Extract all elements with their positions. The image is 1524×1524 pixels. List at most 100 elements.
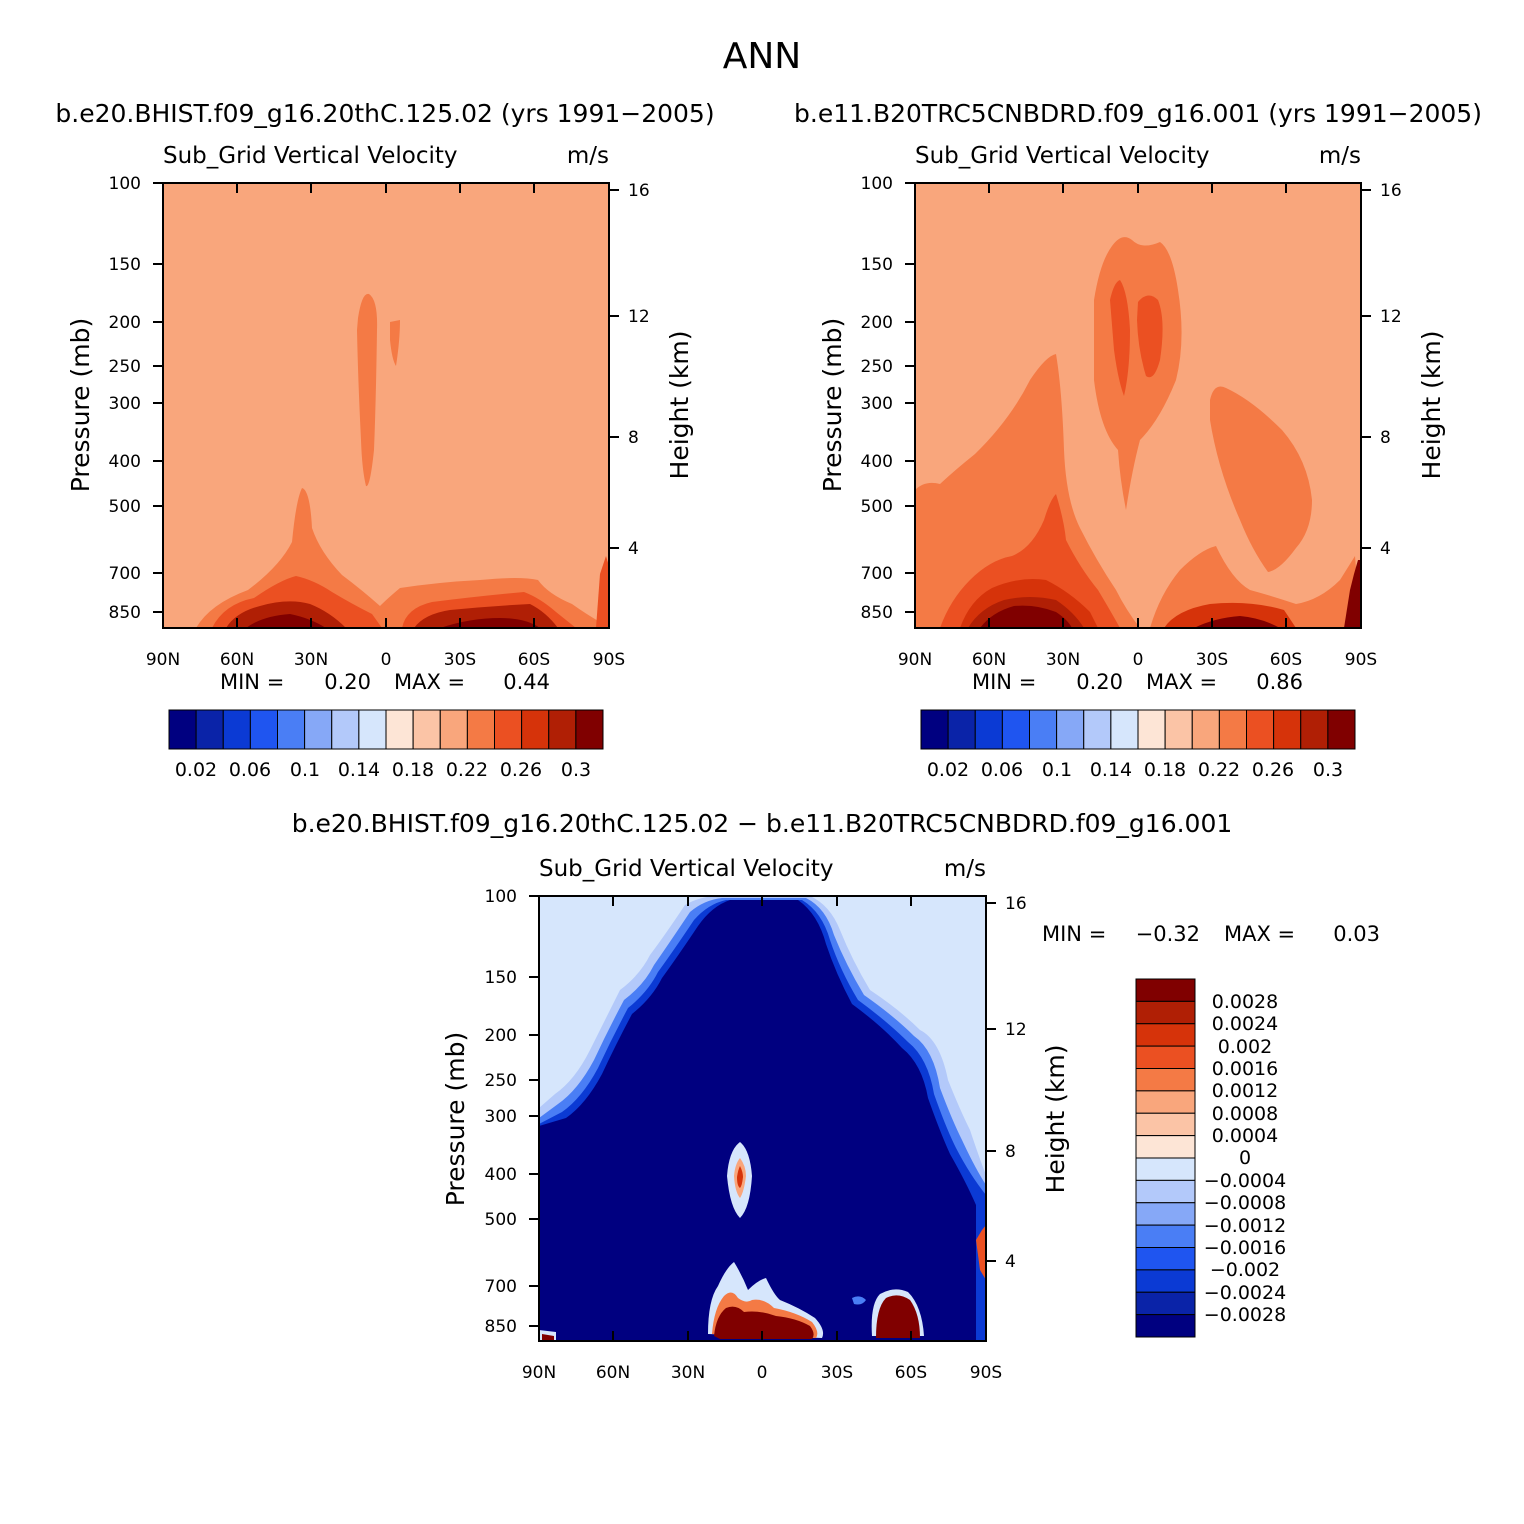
colorbar-label: 0.22	[446, 759, 488, 781]
max-label: MAX =	[394, 670, 465, 694]
y-tick-label: 100	[485, 887, 517, 907]
contour-lowlevel-max	[714, 1306, 814, 1339]
contour-small-feature	[852, 1296, 866, 1305]
contour-tropical-core-2	[1137, 295, 1163, 378]
contour-field	[163, 183, 609, 628]
max-label: MAX =	[1146, 670, 1217, 694]
panel-3: b.e20.BHIST.f09_g16.20thC.125.02 − b.e11…	[292, 809, 1380, 1383]
y-axis-ticks	[529, 895, 996, 1327]
x-axis-ticks	[914, 183, 1362, 628]
colorbar-swatch	[1135, 1247, 1196, 1271]
colorbar-label: 0.0016	[1212, 1058, 1278, 1080]
max-value: 0.44	[503, 670, 550, 694]
contour-edge-fill	[596, 556, 609, 628]
colorbar-swatch	[1135, 1023, 1196, 1047]
x-tick-label: 90S	[970, 1363, 1002, 1383]
x-tick-label: 30S	[1196, 650, 1228, 670]
colorbar-swatch	[1273, 709, 1302, 750]
colorbar-swatch	[575, 709, 604, 750]
colorbar-label: 0.06	[229, 759, 271, 781]
min-label: MIN =	[220, 670, 284, 694]
min-value: −0.32	[1136, 922, 1200, 946]
contour-tropical-core-1	[1110, 280, 1130, 396]
colorbar-swatch	[1056, 709, 1085, 750]
units-label: m/s	[567, 143, 609, 169]
y-axis-title-right: Height (km)	[665, 331, 694, 480]
contour-field	[915, 183, 1361, 628]
colorbar	[920, 709, 1356, 750]
y-tick-label: 400	[485, 1165, 517, 1185]
contour-sh-max	[1194, 616, 1280, 628]
x-tick-labels: 90N 60N 30N 0 30S 60S 90S	[522, 1363, 1002, 1383]
height-tick-label: 12	[1005, 1020, 1027, 1040]
min-value: 0.20	[1076, 670, 1123, 694]
colorbar-swatch	[249, 709, 278, 750]
x-tick-label: 60N	[596, 1363, 630, 1383]
variable-label: Sub_Grid Vertical Velocity	[539, 856, 834, 882]
contour-upper-plume-small	[390, 320, 400, 366]
height-tick-label: 4	[628, 539, 639, 559]
y-tick-label: 300	[485, 1107, 517, 1127]
x-tick-label: 30N	[294, 650, 328, 670]
colorbar-swatch	[494, 709, 523, 750]
colorbar-label: 0.18	[392, 759, 434, 781]
colorbar-swatch	[1164, 709, 1193, 750]
colorbar-label: 0.02	[175, 759, 217, 781]
y-tick-label: 200	[109, 313, 141, 333]
y-tick-label: 700	[861, 564, 893, 584]
colorbar-label: 0.22	[1198, 759, 1240, 781]
colorbar-label: 0.02	[927, 759, 969, 781]
x-tick-label: 30N	[1046, 650, 1080, 670]
x-tick-labels: 90N 60N 30N 0 30S 60S 90S	[898, 650, 1377, 670]
colorbar-label: −0.0012	[1204, 1215, 1286, 1237]
colorbar-swatch	[412, 709, 441, 750]
colorbar-label: 0.0012	[1212, 1080, 1278, 1102]
variable-label: Sub_Grid Vertical Velocity	[163, 143, 458, 169]
x-tick-label: 0	[757, 1363, 768, 1383]
colorbar-swatch	[1191, 709, 1220, 750]
height-tick-label: 16	[1005, 894, 1027, 914]
variable-label: Sub_Grid Vertical Velocity	[915, 143, 1210, 169]
height-tick-label: 4	[1380, 539, 1391, 559]
x-tick-label: 60S	[1270, 650, 1302, 670]
panel-2: b.e11.B20TRC5CNBDRD.f09_g16.001 (yrs 199…	[794, 99, 1482, 781]
colorbar-swatch	[947, 709, 976, 750]
y-tick-label: 250	[109, 357, 141, 377]
colorbar-swatch	[1300, 709, 1329, 750]
y-tick-label: 100	[861, 174, 893, 194]
colorbar-swatch	[1001, 709, 1030, 750]
colorbar-swatch	[1135, 1000, 1196, 1025]
y-tick-label: 400	[109, 452, 141, 472]
x-tick-label: 60S	[518, 650, 550, 670]
colorbar-swatch	[358, 709, 387, 750]
y-axis-ticks	[905, 182, 1371, 613]
x-tick-label: 90N	[522, 1363, 556, 1383]
y-tick-label: 850	[485, 1317, 517, 1337]
max-label: MAX =	[1224, 922, 1295, 946]
contour-nh-max	[980, 605, 1072, 628]
colorbar-swatch	[1135, 1202, 1196, 1226]
height-tick-label: 8	[1380, 428, 1391, 448]
x-tick-label: 30S	[444, 650, 476, 670]
colorbar-swatch	[920, 709, 949, 750]
y-tick-label: 850	[109, 603, 141, 623]
height-tick-label: 12	[628, 307, 650, 327]
colorbar-swatch	[1083, 709, 1112, 750]
colorbar-label: −0.002	[1210, 1259, 1280, 1281]
y-tick-label: 150	[485, 968, 517, 988]
height-tick-label: 16	[1380, 181, 1402, 201]
x-tick-label: 90S	[1345, 650, 1377, 670]
contour-background	[163, 183, 609, 628]
height-tick-label: 16	[628, 181, 650, 201]
contour-sh-blob-max	[876, 1295, 920, 1338]
colorbar-label: 0.14	[1090, 759, 1132, 781]
y-tick-label: 100	[109, 174, 141, 194]
height-tick-labels: 16 12 8 4	[1380, 181, 1402, 559]
colorbar-label: 0.002	[1218, 1036, 1272, 1058]
y-tick-label: 250	[485, 1071, 517, 1091]
colorbar-swatch	[1135, 1090, 1196, 1114]
units-label: m/s	[944, 856, 986, 882]
x-tick-label: 90N	[898, 650, 932, 670]
colorbar-labels: 0.02 0.06 0.1 0.14 0.18 0.22 0.26 0.3	[175, 759, 591, 781]
x-tick-labels: 90N 60N 30N 0 30S 60S 90S	[146, 650, 625, 670]
